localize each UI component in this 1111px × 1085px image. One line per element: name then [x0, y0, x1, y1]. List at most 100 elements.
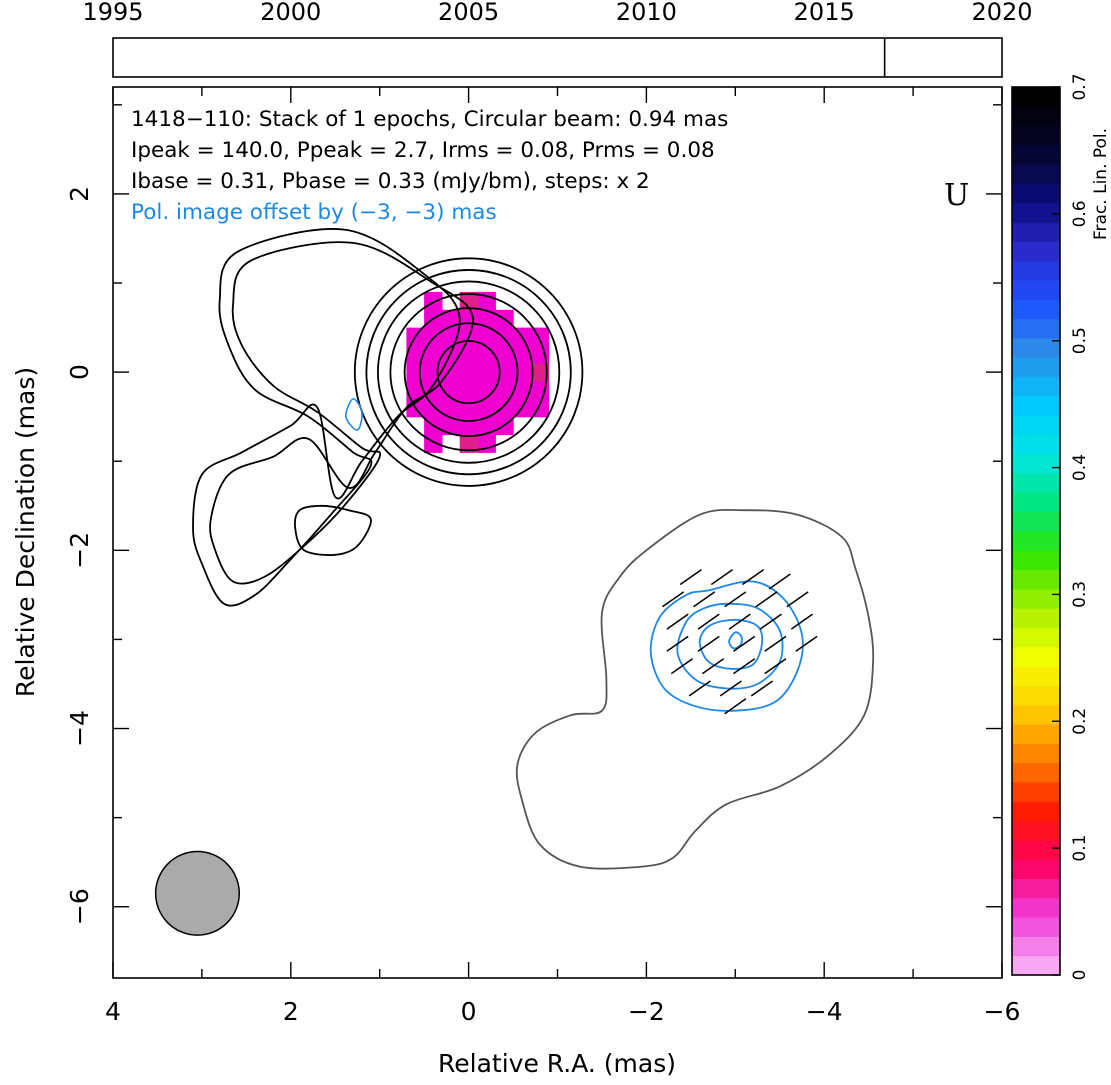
colorbar-gradient [1012, 87, 1060, 976]
timeline-tick-label: 1995 [82, 0, 143, 26]
fpol-pixel [406, 381, 425, 400]
colorbar-tick-label: 0.5 [1070, 327, 1090, 354]
stokes-i-contour [209, 241, 474, 585]
colorbar-segment [1012, 859, 1060, 879]
beam-ellipse [154, 850, 241, 936]
colorbar-segment [1012, 492, 1060, 513]
epoch-timeline: 1995 2000 2005 2010 2015 2020 [82, 0, 1033, 78]
evpa-vector [795, 635, 818, 652]
fpol-pixel [424, 327, 443, 346]
evpa-vector [688, 680, 711, 697]
colorbar-tick-label: 0 [1070, 970, 1090, 981]
polarization-contours [345, 398, 875, 870]
colorbar-segment [1012, 531, 1060, 551]
colorbar-segment [1012, 724, 1060, 744]
colorbar-segment [1012, 936, 1060, 957]
colorbar-segment [1012, 917, 1060, 937]
colorbar-segment [1012, 144, 1060, 165]
fpol-pixel [406, 345, 425, 364]
colorbar-segment [1012, 820, 1060, 841]
fpol-pixel [495, 327, 514, 346]
fpol-pixel [424, 398, 443, 418]
colorbar-segment [1012, 588, 1060, 609]
evpa-vector [679, 568, 702, 586]
colorbar-segment [1012, 569, 1060, 590]
evpa-vector [733, 658, 756, 675]
colorbar-segment [1012, 376, 1060, 397]
fpol-pixel [477, 381, 496, 400]
polarized-intensity-contour [345, 398, 363, 431]
evpa-vector [790, 613, 814, 630]
fpol-pixel [530, 381, 550, 400]
colorbar-segment [1012, 87, 1060, 107]
stokes-i-contour [353, 257, 584, 487]
evpa-vector [755, 591, 778, 608]
evpa-vector [697, 613, 720, 630]
y-tick-label: −2 [65, 532, 94, 569]
polarized-intensity-contour [728, 631, 743, 650]
stokes-i-contours [192, 228, 584, 607]
fpol-pixel [441, 416, 461, 436]
evpa-vector [733, 635, 756, 652]
timeline-tick-label: 2010 [616, 0, 677, 26]
y-tick-label: 0 [65, 364, 94, 380]
evpa-vector [768, 573, 791, 590]
colorbar-segment [1012, 299, 1060, 320]
header-line-1: 1418−110: Stack of 1 epochs, Circular be… [131, 107, 728, 132]
evpa-vector [701, 658, 725, 675]
y-tick-label: −4 [65, 710, 94, 747]
stokes-i-knot-contour [294, 504, 372, 556]
fpol-pixel [424, 291, 443, 311]
x-axis-label: Relative R.A. (mas) [438, 1049, 676, 1078]
colorbar-segment [1012, 878, 1060, 899]
stokes-i-contour [436, 340, 501, 405]
colorbar-segment [1012, 280, 1060, 300]
fpol-pixel [513, 381, 532, 400]
fpol-pixel [495, 345, 514, 364]
evpa-vector [661, 591, 685, 608]
band-label: U [944, 178, 969, 213]
fpol-pixel [530, 345, 550, 364]
evpa-vector [764, 635, 787, 652]
fpol-pixel [530, 327, 550, 346]
y-tick-label: 2 [65, 186, 94, 202]
header-line-2: Ipeak = 140.0, Ppeak = 2.7, Irms = 0.08,… [131, 138, 715, 163]
colorbar-segment [1012, 395, 1060, 416]
timeline-tick-label: 2015 [794, 0, 855, 26]
polarized-intensity-contour [676, 602, 784, 690]
x-tick-label: 4 [105, 997, 121, 1026]
fpol-pixel [477, 327, 496, 346]
x-tick-label: 2 [283, 997, 299, 1026]
colorbar-segment [1012, 666, 1060, 686]
timeline-tick-label: 2020 [971, 0, 1032, 26]
x-tick-label: 0 [461, 997, 477, 1026]
colorbar-segment [1012, 222, 1060, 242]
colorbar-segment [1012, 781, 1060, 802]
fpol-pixel [441, 398, 461, 418]
colorbar-tick-label: 0.1 [1070, 835, 1090, 862]
fpol-pixel [477, 363, 496, 382]
evpa-vector [750, 680, 774, 697]
fpol-pixel [459, 416, 479, 436]
colorbar-tick-label: 0.7 [1070, 73, 1090, 100]
colorbar-segment [1012, 106, 1060, 127]
x-tick-label: −6 [984, 997, 1021, 1026]
fpol-pixel [459, 434, 479, 453]
colorbar-segment [1012, 685, 1060, 706]
colorbar-segment [1012, 337, 1060, 358]
stokes-i-contour [192, 228, 461, 607]
colorbar-segment [1012, 511, 1060, 532]
colorbar-segment [1012, 125, 1060, 146]
y-tick-label: −6 [65, 888, 94, 925]
fpol-pixel [477, 309, 496, 329]
timeline-tick-labels: 1995 2000 2005 2010 2015 2020 [82, 0, 1032, 26]
timeline-frame [112, 37, 1003, 78]
fpol-pixel [477, 398, 496, 418]
evpa-vector [741, 568, 765, 586]
colorbar-segment [1012, 183, 1060, 204]
header-line-4: Pol. image offset by (−3, −3) mas [131, 200, 497, 225]
colorbar-segment [1012, 646, 1060, 667]
beam-circle [154, 850, 241, 936]
colorbar-segment [1012, 897, 1060, 918]
